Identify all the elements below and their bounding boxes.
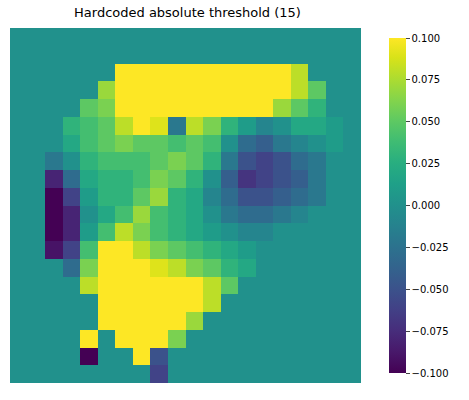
svg-text:0.100: 0.100 xyxy=(412,33,441,44)
svg-text:0.050: 0.050 xyxy=(412,116,441,127)
svg-text:−0.025: −0.025 xyxy=(412,242,449,253)
svg-text:−0.075: −0.075 xyxy=(412,326,449,337)
svg-text:0.025: 0.025 xyxy=(412,158,441,169)
svg-text:0.075: 0.075 xyxy=(412,74,441,85)
svg-text:Hardcoded absolute threshold (: Hardcoded absolute threshold (15) xyxy=(74,5,301,20)
svg-text:0.000: 0.000 xyxy=(412,200,441,211)
svg-text:−0.100: −0.100 xyxy=(412,368,449,379)
svg-text:−0.050: −0.050 xyxy=(412,284,449,295)
